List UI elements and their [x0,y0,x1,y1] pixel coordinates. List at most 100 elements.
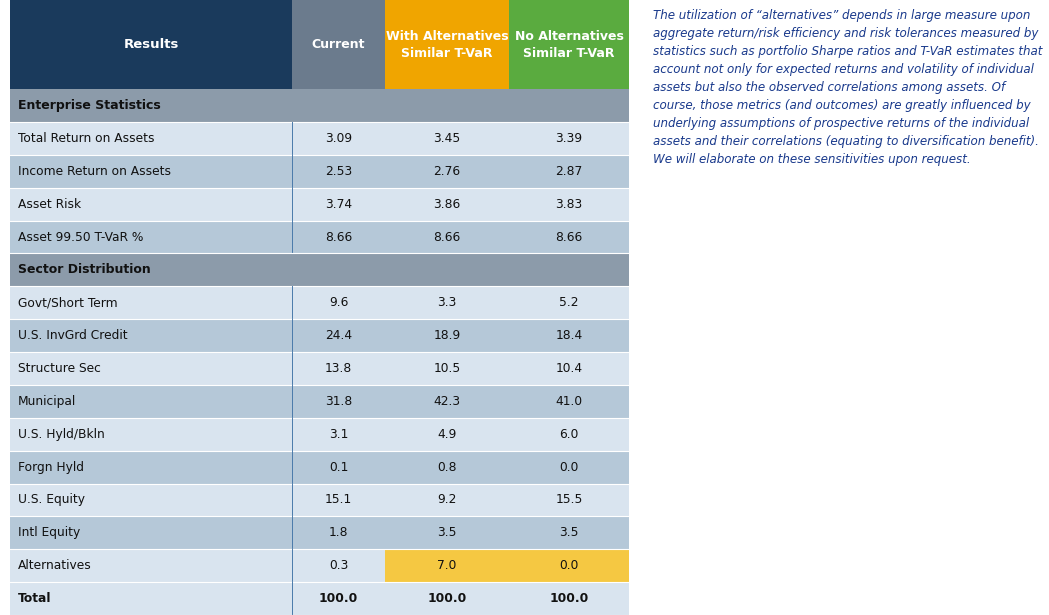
Text: 42.3: 42.3 [433,395,461,408]
Bar [385,0,509,89]
Text: 3.1: 3.1 [328,428,348,441]
Bar [385,418,509,451]
Text: Total Return on Assets: Total Return on Assets [18,132,154,145]
Text: 0.3: 0.3 [328,559,348,572]
Text: Asset 99.50 T-VaR %: Asset 99.50 T-VaR % [18,231,144,244]
Bar [509,0,629,89]
Text: With Alternatives
Similar T-VaR: With Alternatives Similar T-VaR [386,30,508,60]
Text: 8.66: 8.66 [555,231,582,244]
Bar [509,89,629,122]
Bar [385,517,509,549]
Bar [385,89,509,122]
Bar [10,483,292,517]
Text: 0.1: 0.1 [328,461,348,474]
Bar [10,221,292,253]
Text: Alternatives: Alternatives [18,559,91,572]
Bar [10,0,292,89]
Bar [292,582,385,615]
Bar [10,253,292,287]
Bar [292,221,385,253]
Bar [509,253,629,287]
Text: No Alternatives
Similar T-VaR: No Alternatives Similar T-VaR [515,30,623,60]
Text: U.S. Equity: U.S. Equity [18,493,85,507]
Bar [10,122,292,155]
Text: Municipal: Municipal [18,395,77,408]
Text: Income Return on Assets: Income Return on Assets [18,165,171,178]
Text: 100.0: 100.0 [319,592,358,605]
Text: 4.9: 4.9 [437,428,456,441]
Bar [385,549,509,582]
Bar [292,483,385,517]
Bar [385,122,509,155]
Text: Total: Total [18,592,51,605]
Bar [292,287,385,319]
Bar [385,188,509,221]
Bar [10,287,292,319]
Bar [292,418,385,451]
Bar [509,385,629,418]
Text: Enterprise Statistics: Enterprise Statistics [18,99,160,112]
Text: 3.83: 3.83 [555,197,582,211]
Bar [509,352,629,385]
Bar [292,0,385,89]
Text: Forgn Hyld: Forgn Hyld [18,461,84,474]
Text: 15.1: 15.1 [325,493,352,507]
Text: 2.87: 2.87 [555,165,582,178]
Text: 24.4: 24.4 [325,329,352,342]
Text: 7.0: 7.0 [437,559,456,572]
Bar [509,418,629,451]
Bar [10,352,292,385]
Text: 15.5: 15.5 [555,493,583,507]
Bar [509,155,629,188]
Text: U.S. InvGrd Credit: U.S. InvGrd Credit [18,329,128,342]
Bar [292,549,385,582]
Text: 0.8: 0.8 [437,461,456,474]
Bar [10,89,292,122]
Bar [509,221,629,253]
Text: 3.3: 3.3 [437,296,456,309]
Bar [385,483,509,517]
Bar [292,155,385,188]
Text: 3.74: 3.74 [325,197,352,211]
Text: 10.4: 10.4 [556,362,582,375]
Bar [385,319,509,352]
Text: 9.6: 9.6 [328,296,348,309]
Text: 0.0: 0.0 [559,559,579,572]
Bar [385,155,509,188]
Bar [509,122,629,155]
Bar [292,122,385,155]
Bar [292,451,385,483]
Bar [10,451,292,483]
Bar [385,352,509,385]
Bar [385,582,509,615]
Text: 100.0: 100.0 [427,592,467,605]
Text: 8.66: 8.66 [433,231,461,244]
Bar [10,385,292,418]
Text: Current: Current [312,38,365,51]
Text: Results: Results [124,38,179,51]
Bar [509,549,629,582]
Text: Asset Risk: Asset Risk [18,197,81,211]
Text: 3.09: 3.09 [325,132,352,145]
Bar [10,517,292,549]
Bar [292,188,385,221]
Bar [10,549,292,582]
Bar [292,352,385,385]
Text: 1.8: 1.8 [328,526,348,539]
Bar [385,253,509,287]
Bar [385,221,509,253]
Text: 18.4: 18.4 [555,329,582,342]
Bar [509,451,629,483]
Bar [10,155,292,188]
Bar [292,385,385,418]
Text: 2.53: 2.53 [325,165,352,178]
Text: The utilization of “alternatives” depends in large measure upon aggregate return: The utilization of “alternatives” depend… [654,9,1043,166]
Bar [292,89,385,122]
Text: 18.9: 18.9 [433,329,461,342]
Bar [292,517,385,549]
Bar [385,385,509,418]
Text: 5.2: 5.2 [559,296,579,309]
Bar [292,253,385,287]
Text: 3.5: 3.5 [559,526,579,539]
Text: 13.8: 13.8 [325,362,352,375]
